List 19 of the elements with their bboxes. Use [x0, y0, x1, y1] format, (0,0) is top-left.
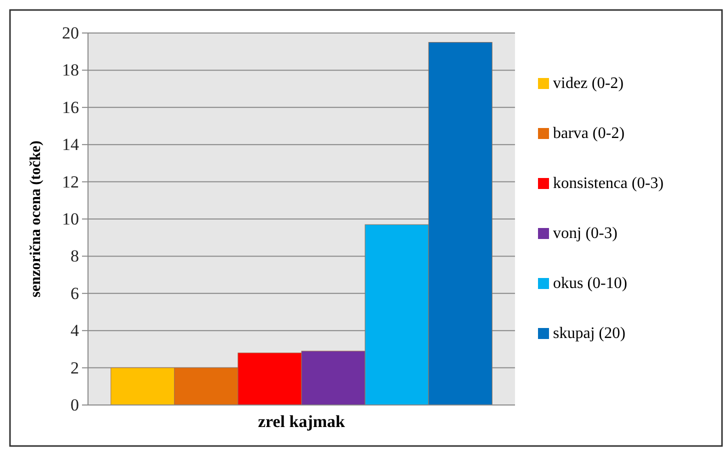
y-tick-label: 14	[62, 135, 80, 154]
y-tick-label: 12	[62, 172, 79, 192]
y-tick-label: 0	[70, 395, 79, 414]
y-tick-label: 8	[70, 246, 79, 266]
y-tick-label: 4	[70, 321, 80, 340]
y-tick-label: 18	[62, 60, 79, 80]
legend-label: okus (0-10)	[553, 275, 628, 292]
legend-label: vonj (0-3)	[553, 225, 618, 242]
y-tick-label: 16	[62, 98, 79, 117]
legend-label: barva (0-2)	[553, 125, 625, 142]
y-axis-title: senzorična ocena (točke)	[28, 140, 44, 298]
legend-label: konsistenca (0-3)	[553, 175, 664, 192]
y-tick-label: 6	[70, 284, 79, 303]
y-tick-label: 10	[62, 209, 79, 228]
y-tick-label: 20	[62, 23, 79, 42]
x-tick-label: zrel kajmak	[258, 412, 346, 431]
y-tick-label: 2	[70, 358, 79, 378]
legend-label: videz (0-2)	[553, 75, 624, 92]
legend-label: skupaj (20)	[553, 325, 626, 342]
